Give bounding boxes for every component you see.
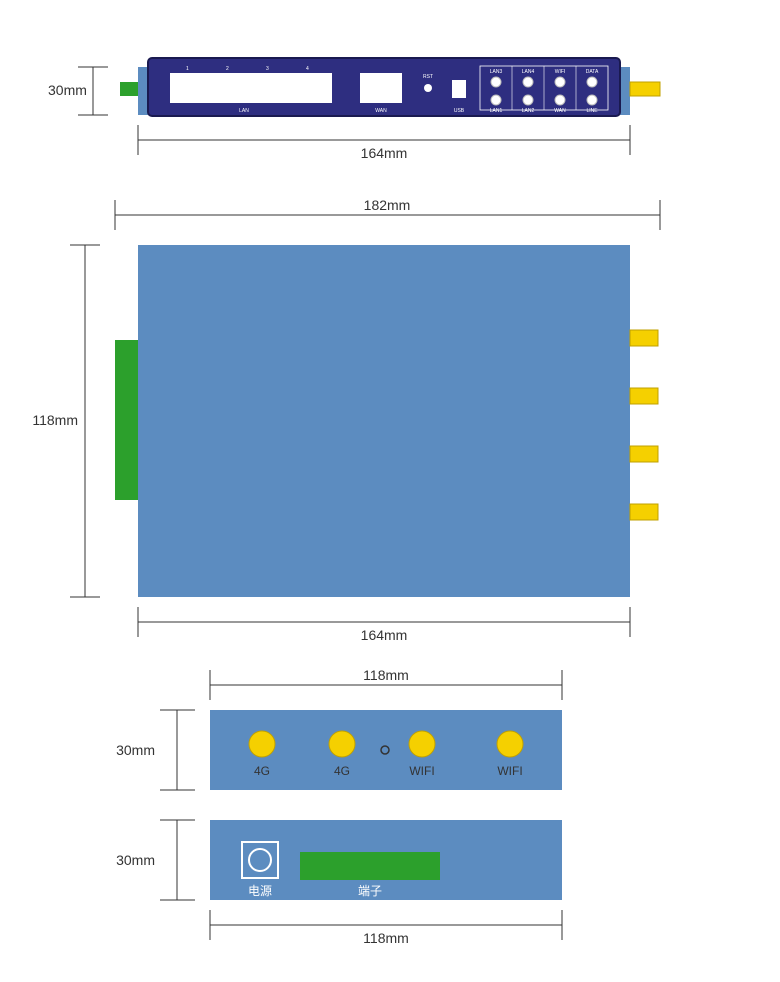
view-side-antennas: 118mm 30mm 4G 4G WIFI WIFI — [116, 667, 562, 790]
view-front-panel: 30mm 1 2 3 4 LAN WAN RST USB — [48, 58, 660, 161]
svg-text:LINE: LINE — [586, 108, 598, 114]
dim-118mm-v2: 118mm — [32, 412, 78, 428]
svg-text:LAN3: LAN3 — [490, 69, 503, 75]
svg-text:4G: 4G — [334, 764, 350, 778]
svg-text:WAN: WAN — [554, 108, 566, 114]
svg-text:3: 3 — [266, 66, 269, 72]
dim-164mm-v2: 164mm — [361, 627, 408, 643]
dim-30mm-v4: 30mm — [116, 852, 155, 868]
svg-text:LAN4: LAN4 — [522, 69, 535, 75]
svg-text:4G: 4G — [254, 764, 270, 778]
dim-118mm-v4: 118mm — [363, 930, 409, 946]
dim-164mm-v1: 164mm — [361, 145, 408, 161]
svg-text:2: 2 — [226, 66, 229, 72]
svg-text:4: 4 — [306, 66, 309, 72]
svg-text:WIFI: WIFI — [555, 69, 566, 75]
dim-30mm-v3: 30mm — [116, 742, 155, 758]
svg-text:USB: USB — [454, 108, 465, 114]
svg-text:WIFI: WIFI — [497, 764, 522, 778]
svg-text:WAN: WAN — [375, 108, 387, 114]
dim-30mm-v1: 30mm — [48, 82, 87, 98]
dim-118mm-v3: 118mm — [363, 667, 409, 683]
view-side-power: 30mm 电源 端子 118mm — [116, 820, 562, 946]
svg-text:DATA: DATA — [586, 69, 599, 75]
svg-text:1: 1 — [186, 66, 189, 72]
svg-text:LAN: LAN — [239, 108, 249, 114]
svg-text:RST: RST — [423, 74, 433, 80]
dim-182mm: 182mm — [364, 197, 411, 213]
svg-text:端子: 端子 — [358, 884, 382, 898]
svg-text:电源: 电源 — [248, 884, 272, 898]
svg-text:LAN2: LAN2 — [522, 108, 535, 114]
view-top: 182mm 118mm 164mm — [32, 197, 660, 643]
svg-text:WIFI: WIFI — [409, 764, 434, 778]
svg-text:LAN1: LAN1 — [490, 108, 503, 114]
